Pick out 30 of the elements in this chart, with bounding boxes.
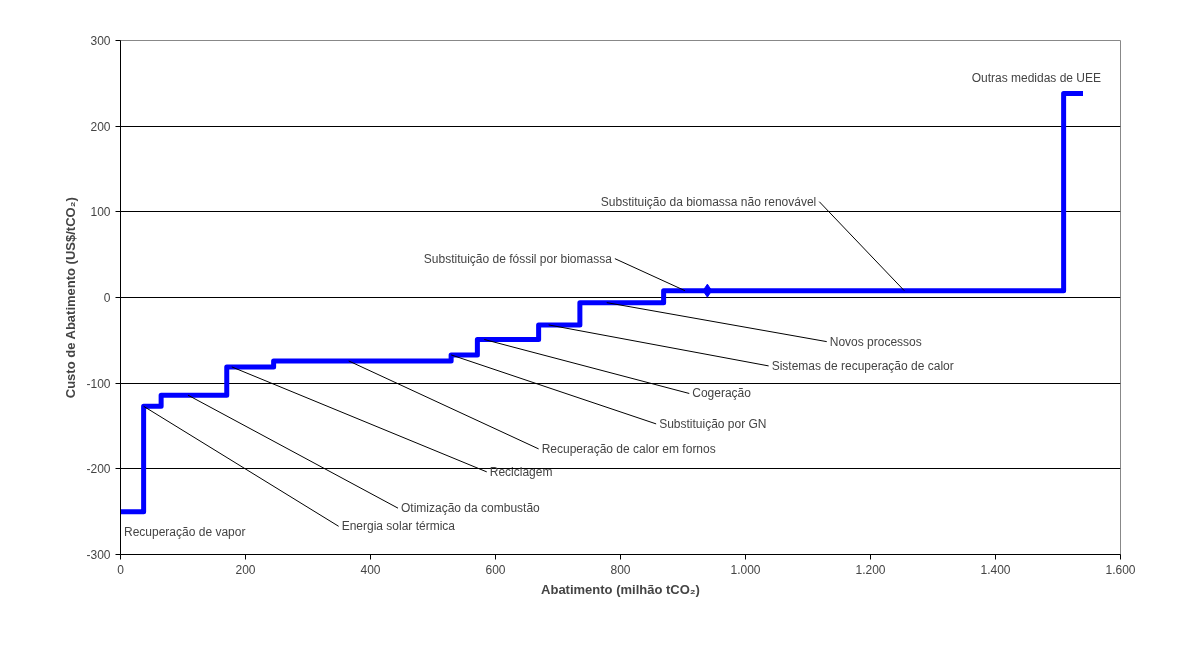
- y-tick-label: -300: [86, 548, 111, 562]
- y-tick-label: 0: [103, 291, 111, 305]
- x-tick-label: 200: [235, 562, 256, 577]
- y-tick-label: 300: [90, 34, 111, 48]
- annotation: Recuperação de vapor: [124, 524, 246, 539]
- annotation: Outras medidas de UEE: [971, 70, 1102, 85]
- x-axis-title: Abatimento (milhão tCO₂): [541, 581, 700, 597]
- x-tick-label: 400: [360, 562, 381, 577]
- x-tick-label: 1.400: [980, 562, 1011, 577]
- annotation: Otimização da combustão: [401, 501, 541, 516]
- y-tick-label: 100: [90, 205, 111, 220]
- y-tick-label: 200: [90, 119, 111, 134]
- y-tick-label: -100: [86, 376, 111, 391]
- annotation: Recuperação de calor em fornos: [541, 441, 716, 456]
- annotation: Energia solar térmica: [341, 519, 456, 534]
- x-tick-label: 0: [117, 562, 125, 577]
- annotation: Sistemas de recuperação de calor: [771, 358, 954, 373]
- x-tick-label: 1.600: [1105, 562, 1136, 577]
- x-tick-label: 800: [610, 562, 631, 577]
- annotation: Reciclagem: [489, 464, 553, 479]
- x-tick-label: 600: [485, 562, 506, 577]
- x-tick-label: 1.200: [855, 562, 886, 577]
- annotation: Cogeração: [692, 386, 752, 401]
- annotation: Substituição de fóssil por biomassa: [423, 251, 613, 266]
- x-tick-label: 1.000: [730, 562, 761, 577]
- y-axis-title: Custo de Abatimento (US$/tCO₂): [63, 197, 79, 399]
- annotation: Novos processos: [829, 334, 922, 349]
- annotation: Substituição da biomassa não renovável: [600, 194, 817, 209]
- annotation: Substituição por GN: [659, 416, 767, 431]
- y-tick-label: -200: [86, 462, 111, 477]
